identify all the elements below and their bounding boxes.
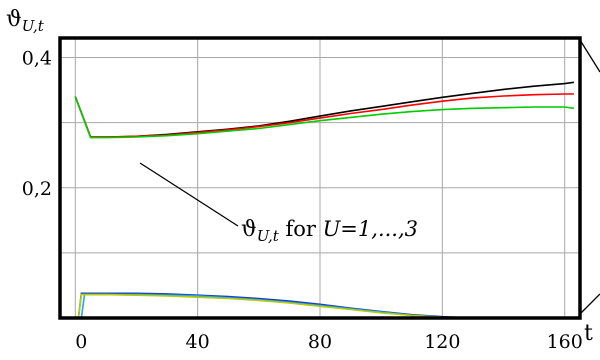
y-tick-label-1: 0,4 [22,48,52,70]
series-layer [74,81,575,319]
series-line-6 [75,293,574,319]
grid [60,38,580,318]
x-tick-label-2: 80 [308,331,332,353]
tick-labels: 0 40 80 120 160 0,2 0,4 [22,48,583,353]
plot-frame [58,36,582,320]
x-tick-label-3: 120 [424,331,460,353]
x-axis-label: t [584,321,593,346]
annotation-leader-line [139,162,239,227]
annotation-label: ϑU,t for U=1,...,3 [241,217,418,245]
y-tick-label-0: 0,2 [22,178,52,200]
x-tick-label-4: 160 [547,331,583,353]
x-tick-label-1: 40 [186,331,210,353]
zoom-connector-bottom [579,293,600,315]
series-line-1 [74,81,575,138]
series-line-3 [74,96,575,139]
y-axis-label: ϑU,t [6,7,45,35]
x-tick-label-0: 0 [75,331,87,353]
zoom-connector-top [579,39,600,73]
